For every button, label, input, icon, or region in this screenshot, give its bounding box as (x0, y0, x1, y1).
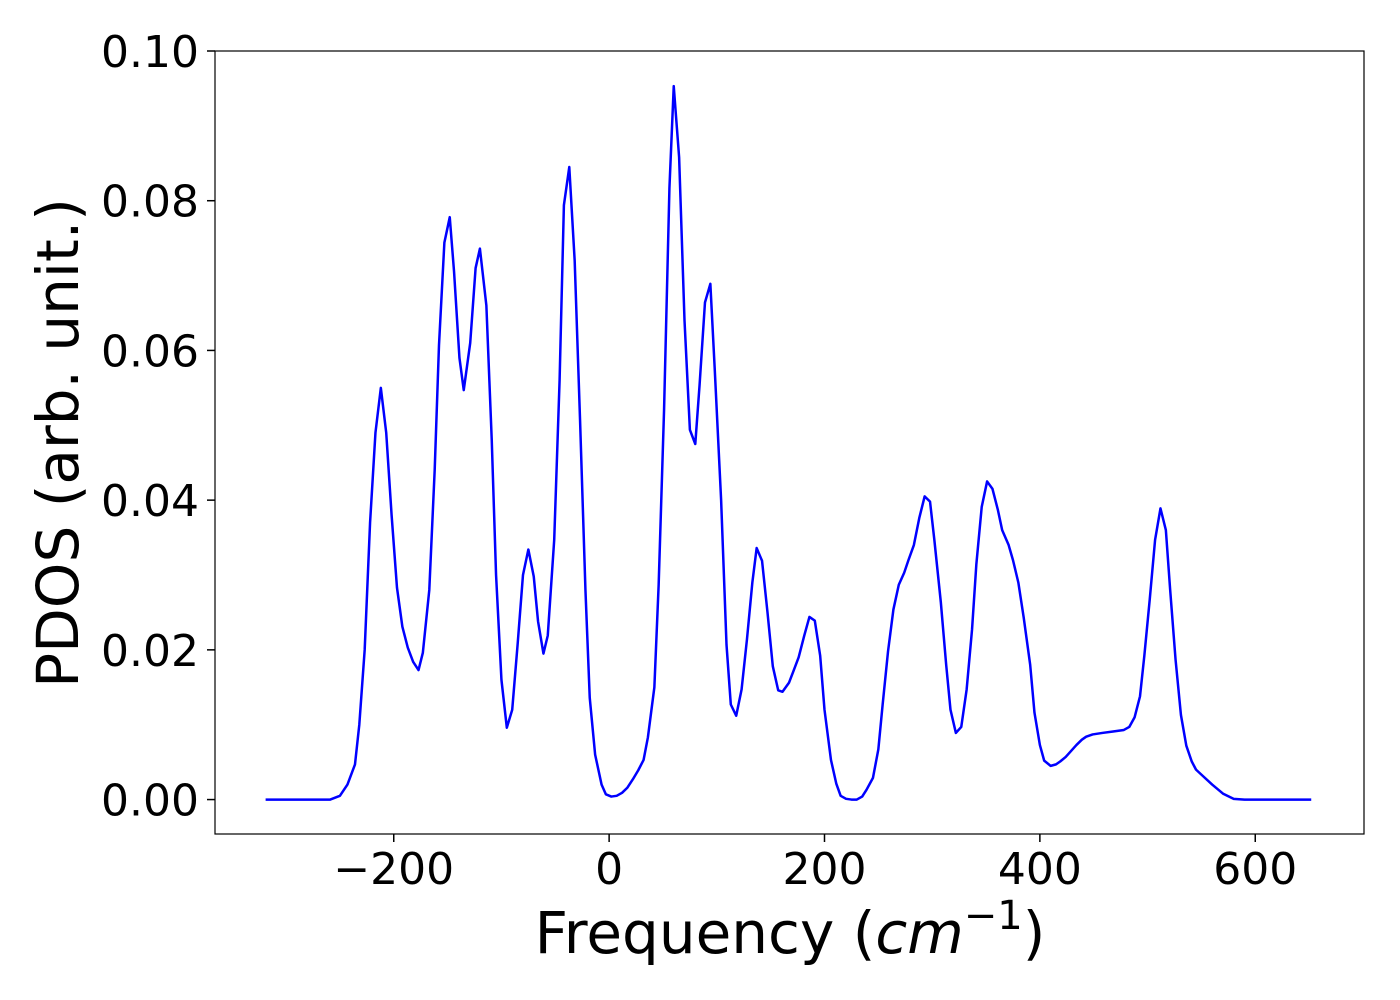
x-axis-label: Frequency (cm−1) (535, 893, 1046, 967)
x-tick-label: −200 (333, 844, 454, 895)
y-tick-label: 0.08 (101, 177, 199, 228)
x-tick-label: 600 (1213, 844, 1297, 895)
x-label-close: ) (1023, 899, 1046, 967)
y-tick-label: 0.06 (101, 326, 199, 377)
x-label-text: Frequency ( (535, 899, 876, 967)
data-line (265, 84, 1312, 801)
plot-frame (214, 50, 1365, 835)
x-label-math: cm (875, 899, 963, 967)
y-tick-label: 0.04 (101, 476, 199, 527)
y-tick-label: 0.02 (101, 626, 199, 677)
y-axis-label: PDOS (arb. unit.) (24, 198, 92, 688)
y-tick-label: 0.10 (101, 27, 199, 78)
x-label-sup: −1 (964, 893, 1023, 939)
x-tick-label: 400 (998, 844, 1082, 895)
x-tick-label: 0 (595, 844, 623, 895)
x-tick-label: 200 (783, 844, 867, 895)
y-tick-label: 0.00 (101, 776, 199, 827)
